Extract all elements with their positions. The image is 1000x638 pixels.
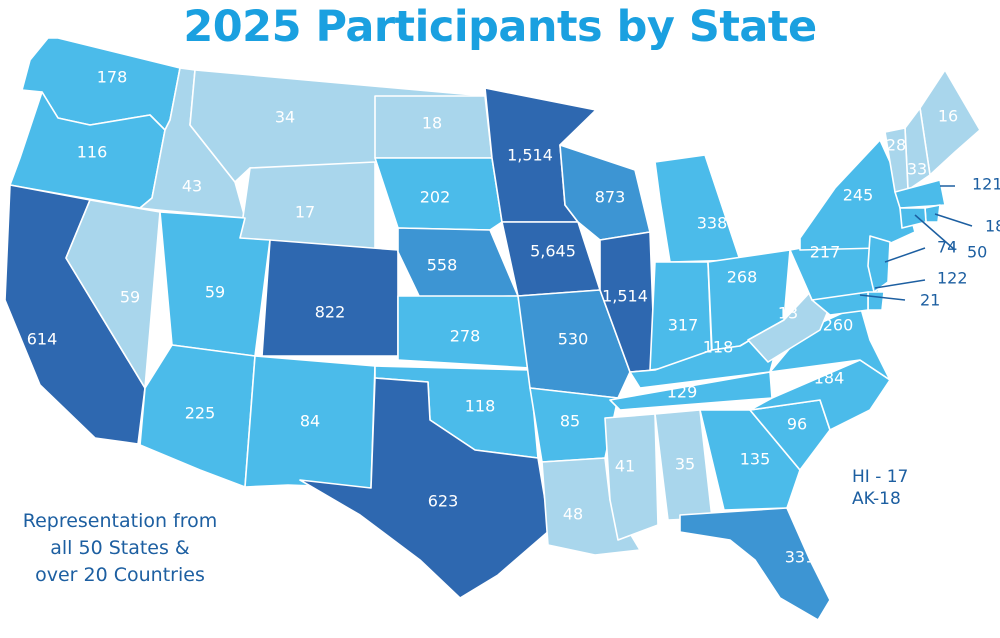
state-ms [604, 413, 659, 541]
hawaii-count: HI - 17 [852, 467, 909, 487]
state-count-nj: 74 [937, 238, 957, 257]
state-count-nv: 59 [120, 288, 140, 307]
state-count-in: 317 [668, 316, 699, 335]
state-co [261, 239, 399, 357]
state-count-az: 225 [185, 404, 216, 423]
state-count-mt: 34 [275, 108, 295, 127]
state-count-sc: 96 [787, 415, 807, 434]
state-mo [517, 289, 631, 399]
state-count-vt: 28 [886, 136, 906, 155]
note-line-1: Representation from [22, 510, 218, 532]
state-count-or: 116 [77, 143, 108, 162]
state-count-sd: 202 [420, 188, 451, 207]
state-count-mn: 1,514 [507, 146, 553, 165]
state-mi [654, 154, 741, 263]
state-count-wy: 17 [295, 203, 315, 222]
state-count-ga: 135 [740, 450, 771, 469]
state-count-pa: 217 [810, 243, 841, 262]
state-count-ri: 18 [985, 217, 1000, 236]
state-count-id: 43 [182, 177, 202, 196]
state-count-me: 16 [938, 107, 958, 126]
state-nj [867, 235, 891, 293]
map-title: 2025 Participants by State [183, 2, 817, 52]
state-count-oh: 268 [727, 268, 758, 287]
state-ma [894, 179, 946, 209]
leader-line-ri [934, 213, 973, 227]
state-count-ut: 59 [205, 283, 225, 302]
alaska-count: AK-18 [852, 489, 901, 509]
state-ga [699, 409, 801, 511]
state-count-ky: 118 [703, 338, 734, 357]
state-count-ma: 121 [972, 175, 1000, 194]
state-count-wv: 13 [778, 304, 798, 323]
state-count-mo: 530 [558, 330, 589, 349]
state-tx [299, 377, 551, 599]
state-count-wi: 873 [595, 188, 626, 207]
leader-line-ct [914, 214, 956, 251]
state-count-ar: 85 [560, 412, 580, 431]
leader-line-de [874, 279, 926, 289]
state-count-ks: 278 [450, 327, 481, 346]
state-count-de: 122 [937, 269, 968, 288]
state-count-wa: 178 [97, 68, 128, 87]
representation-note: Representation from all 50 States & over… [0, 508, 240, 589]
hawaii-alaska-counts: HI - 17 AK-18 [852, 466, 908, 510]
state-count-fl: 331 [785, 548, 816, 567]
state-count-nc: 184 [814, 369, 845, 388]
state-count-co: 822 [315, 303, 346, 322]
state-count-tn: 129 [667, 383, 698, 402]
note-line-2: all 50 States & [50, 537, 190, 559]
state-count-ca: 614 [27, 330, 58, 349]
state-count-tx: 623 [428, 492, 459, 511]
state-md [811, 291, 869, 316]
state-count-md: 21 [920, 291, 940, 310]
state-count-ct: 50 [967, 243, 987, 262]
state-ct [899, 207, 927, 229]
state-ri [924, 204, 941, 223]
state-count-al: 35 [675, 455, 695, 474]
state-count-ne: 558 [427, 256, 458, 275]
state-count-nh: 33 [907, 160, 927, 179]
state-count-ia: 5,645 [530, 242, 576, 261]
state-de [867, 291, 885, 311]
state-count-ms: 41 [615, 457, 635, 476]
state-count-nd: 18 [422, 114, 442, 133]
state-count-la: 48 [563, 505, 583, 524]
note-line-3: over 20 Countries [35, 564, 205, 586]
state-count-va: 260 [823, 316, 854, 335]
state-count-mi: 338 [697, 214, 728, 233]
state-count-nm: 84 [300, 412, 320, 431]
state-count-il: 1,514 [602, 287, 648, 306]
state-ne [397, 227, 519, 299]
leader-line-md [859, 294, 906, 301]
state-count-ok: 118 [465, 397, 496, 416]
state-fl [679, 507, 831, 621]
state-sd [374, 157, 503, 231]
leader-line-nj [884, 247, 926, 263]
state-count-ny: 245 [843, 186, 874, 205]
